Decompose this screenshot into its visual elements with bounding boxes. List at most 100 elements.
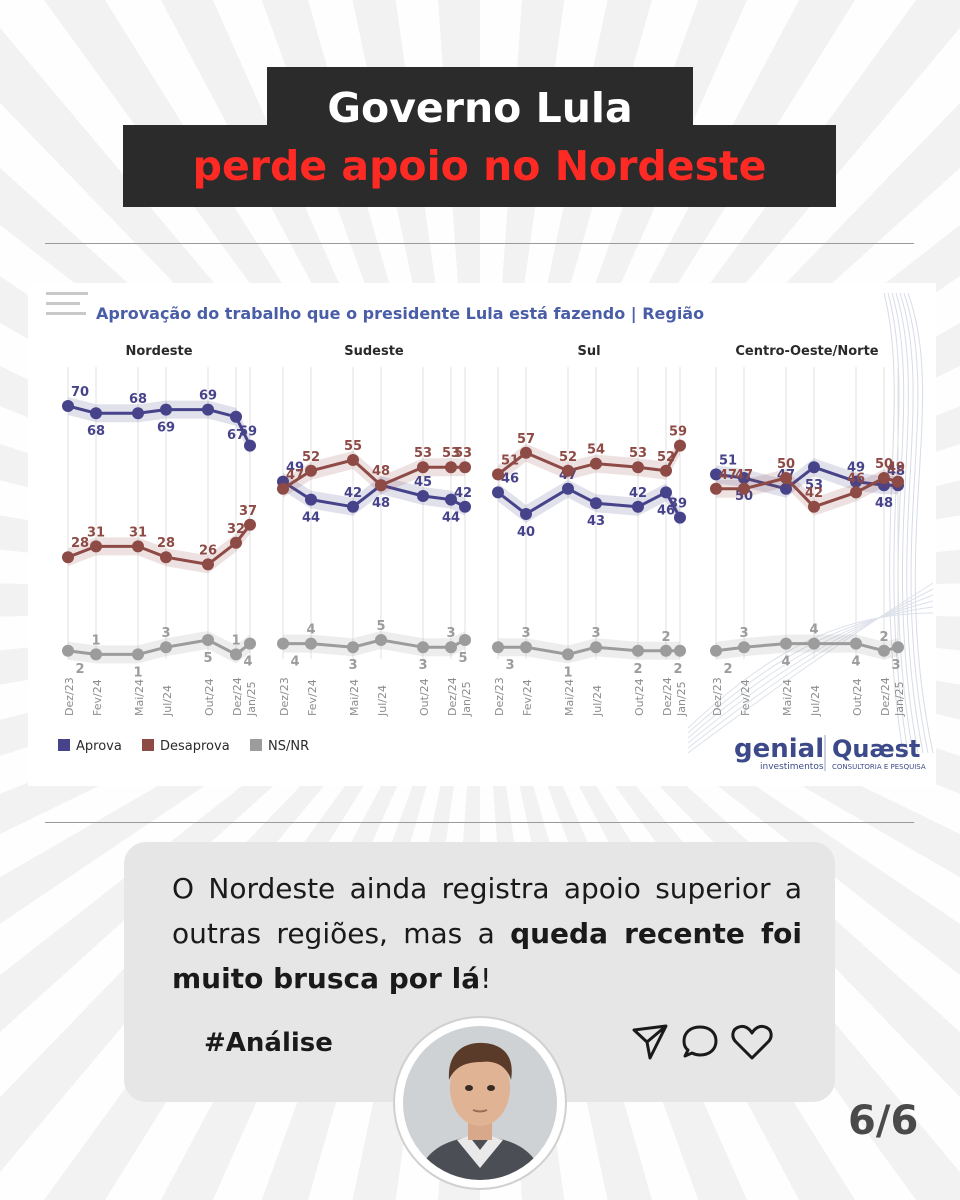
x-tick-label: Mai/24 <box>348 679 361 716</box>
data-label: 53 <box>805 478 823 493</box>
data-point <box>305 493 317 506</box>
x-tick-label: Fev/24 <box>91 679 104 716</box>
data-point <box>459 634 471 646</box>
decorative-wave <box>907 292 934 754</box>
send-icon[interactable] <box>630 1022 670 1062</box>
data-label: 42 <box>805 486 823 501</box>
data-point <box>892 641 904 654</box>
data-label: 42 <box>344 486 362 501</box>
data-point <box>244 518 256 531</box>
legend-label: Aprova <box>76 739 122 754</box>
data-label: 5 <box>376 619 385 634</box>
x-tick-label: Dez/23 <box>493 677 506 716</box>
band-nsnr <box>498 638 680 664</box>
data-point <box>90 540 102 553</box>
x-tick-label: Dez/23 <box>63 677 76 716</box>
data-point <box>230 648 242 661</box>
data-point <box>738 641 750 654</box>
data-label: 53 <box>442 446 460 461</box>
data-point <box>132 540 144 553</box>
data-point <box>878 644 890 657</box>
data-label: 45 <box>414 475 432 490</box>
data-point <box>562 464 574 477</box>
data-label: 3 <box>521 626 530 641</box>
x-tick-label: Dez/23 <box>278 677 291 716</box>
data-label: 50 <box>777 457 795 472</box>
data-label: 52 <box>302 450 320 465</box>
data-point <box>132 407 144 420</box>
data-point <box>417 641 429 654</box>
data-point <box>492 486 504 499</box>
band-desaprova <box>68 515 250 574</box>
quaest-logo: Quæst <box>832 735 920 763</box>
data-point <box>850 637 862 650</box>
data-label: 57 <box>517 432 535 447</box>
x-tick-label: Dez/24 <box>231 677 244 716</box>
data-point <box>520 446 532 459</box>
divider-bottom <box>45 822 914 823</box>
action-icons <box>630 1022 780 1066</box>
data-label: 40 <box>517 525 535 540</box>
data-label: 47 <box>719 468 737 483</box>
data-label: 52 <box>657 450 675 465</box>
data-point <box>347 500 359 513</box>
data-label: 44 <box>302 511 320 526</box>
data-point <box>738 482 750 495</box>
x-tick-label: Fev/24 <box>739 679 752 716</box>
data-point <box>808 461 820 474</box>
x-tick-label: Jul/24 <box>591 685 604 717</box>
data-point <box>674 644 686 657</box>
data-point <box>780 472 792 484</box>
comment-icon[interactable] <box>680 1022 720 1062</box>
decorative-wave <box>899 292 924 754</box>
data-point <box>62 400 74 412</box>
data-label: 2 <box>879 630 888 645</box>
data-point <box>850 475 862 488</box>
x-tick-label: Dez/24 <box>879 677 892 716</box>
legend-swatch <box>250 739 262 751</box>
data-label: 3 <box>418 658 427 673</box>
data-label: 49 <box>847 461 865 476</box>
x-tick-label: Jul/24 <box>809 685 822 717</box>
data-point <box>244 439 256 452</box>
heart-icon[interactable] <box>730 1022 774 1062</box>
data-label: 47 <box>286 468 304 483</box>
data-label: 5 <box>458 651 467 666</box>
hashtag: #Análise <box>204 1028 333 1058</box>
data-point <box>660 464 672 477</box>
data-point <box>808 637 820 650</box>
data-point <box>230 410 242 423</box>
panel-title-0: Nordeste <box>125 344 192 359</box>
chart-corner-mark <box>46 312 86 315</box>
data-point <box>202 634 214 646</box>
data-label: 31 <box>87 525 105 540</box>
data-label: 2 <box>661 630 670 645</box>
author-avatar <box>395 1018 565 1188</box>
data-point <box>674 439 686 452</box>
x-tick-label: Dez/24 <box>446 677 459 716</box>
data-label: 68 <box>129 392 147 407</box>
data-point <box>674 511 686 524</box>
band-desaprova <box>716 469 898 516</box>
analysis-text-bold: queda recente foi muito brusca por lá <box>172 917 802 995</box>
data-label: 46 <box>501 471 519 486</box>
data-label: 50 <box>875 457 893 472</box>
analysis-text-end: ! <box>480 962 492 995</box>
x-tick-label: Jul/24 <box>161 685 174 717</box>
data-label: 2 <box>633 662 642 677</box>
page-indicator: 6/6 <box>848 1098 919 1144</box>
data-point <box>445 493 457 506</box>
data-label: 54 <box>587 443 605 458</box>
data-point <box>62 644 74 657</box>
data-point <box>710 468 722 481</box>
data-label: 68 <box>87 424 105 439</box>
data-point <box>160 641 172 654</box>
legend-swatch <box>58 739 70 751</box>
data-point <box>562 648 574 661</box>
data-point <box>660 644 672 657</box>
data-point <box>892 475 904 488</box>
data-point <box>878 472 890 484</box>
data-label: 53 <box>629 446 647 461</box>
data-point <box>492 641 504 654</box>
x-tick-label: Mai/24 <box>781 679 794 716</box>
